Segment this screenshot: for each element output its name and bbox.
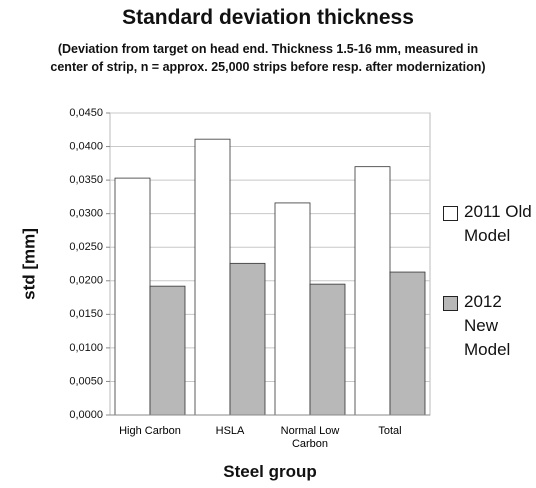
y-tick-label: 0,0350: [69, 174, 103, 186]
legend-label: 2012 New Model: [464, 292, 511, 359]
y-tick-label: 0,0150: [69, 308, 103, 320]
y-axis-label: std [mm]: [19, 228, 38, 300]
x-tick-label: Total: [378, 425, 402, 437]
x-tick-label: High Carbon: [119, 425, 181, 437]
y-tick-label: 0,0000: [69, 409, 103, 421]
bar: [354, 166, 391, 416]
bar: [114, 177, 151, 416]
y-tick-label: 0,0450: [69, 107, 103, 119]
y-tick-label: 0,0100: [69, 342, 103, 354]
bar: [229, 262, 266, 416]
bar: [194, 138, 231, 416]
bar: [389, 271, 426, 416]
legend-swatch: [443, 206, 458, 221]
x-axis-label: Steel group: [223, 462, 317, 481]
y-tick-label: 0,0400: [69, 140, 103, 152]
y-tick-label: 0,0300: [69, 208, 103, 220]
bar: [149, 285, 186, 416]
bar: [309, 283, 346, 416]
legend-swatch: [443, 296, 458, 311]
y-tick-label: 0,0250: [69, 241, 103, 253]
x-tick-label: Normal Low Carbon: [280, 425, 340, 450]
x-tick-label: HSLA: [215, 425, 245, 437]
bar: [274, 202, 311, 416]
chart-subtitle: (Deviation from target on head end. Thic…: [50, 42, 486, 74]
y-tick-label: 0,0050: [69, 375, 103, 387]
legend-label: 2011 Old Model: [464, 202, 532, 245]
y-tick-label: 0,0200: [69, 275, 103, 287]
chart-title: Standard deviation thickness: [122, 6, 414, 29]
